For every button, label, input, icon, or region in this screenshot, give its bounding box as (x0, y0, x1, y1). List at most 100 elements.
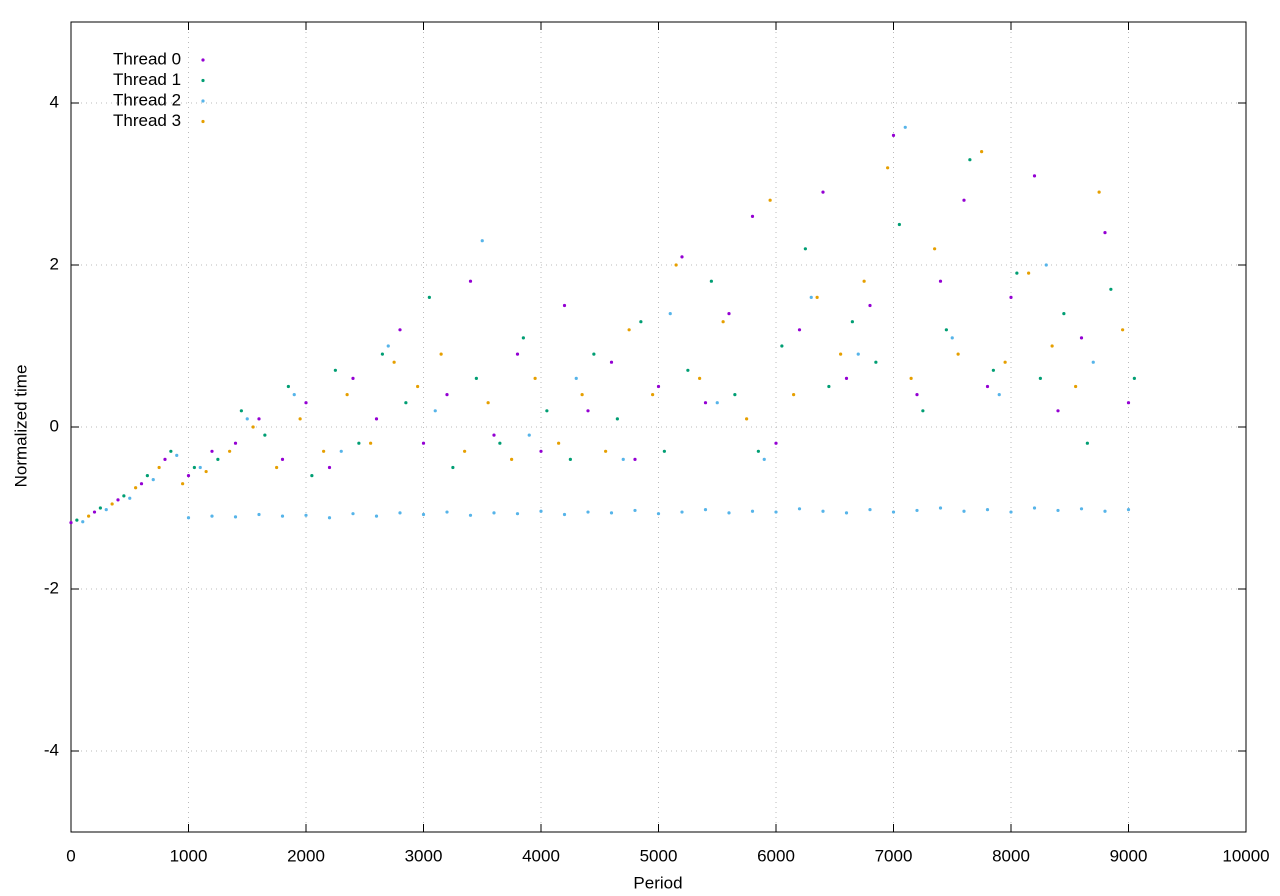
point (139, 482, 144, 486)
point (604, 449, 608, 453)
y-tick-label: 4 (50, 92, 59, 111)
point (1062, 312, 1066, 316)
point (110, 502, 114, 506)
point (1009, 510, 1013, 514)
point (797, 328, 802, 332)
point (386, 344, 390, 348)
point (545, 409, 549, 413)
point (1103, 509, 1107, 513)
point (275, 465, 279, 470)
x-tick-label: 7000 (875, 846, 913, 865)
point (515, 512, 520, 516)
legend-swatch (201, 58, 205, 62)
point (1126, 401, 1131, 405)
point (1074, 384, 1078, 389)
point (380, 352, 384, 356)
point (815, 295, 819, 299)
x-axis-label: Period (633, 873, 682, 892)
point (351, 512, 355, 516)
point (668, 312, 672, 316)
point (1132, 376, 1136, 380)
point (169, 449, 173, 453)
point (245, 417, 249, 421)
y-tick-label: -2 (44, 578, 59, 597)
point (891, 510, 896, 514)
point (1044, 263, 1048, 267)
point (515, 352, 520, 356)
point (474, 376, 478, 380)
point (727, 511, 731, 515)
point (557, 441, 561, 445)
point (1009, 295, 1013, 299)
point (145, 474, 149, 478)
point (803, 247, 807, 251)
point (87, 514, 91, 518)
y-tick-label: -4 (44, 740, 59, 759)
point (539, 449, 543, 453)
point (351, 376, 355, 380)
x-tick-label: 6000 (757, 846, 795, 865)
point (680, 510, 684, 514)
x-tick-label: 8000 (992, 846, 1030, 865)
point (609, 511, 614, 515)
point (327, 516, 332, 520)
point (586, 510, 590, 514)
point (1091, 360, 1095, 364)
point (750, 509, 755, 513)
y-axis-label: Normalized time (11, 365, 30, 488)
point (151, 478, 155, 482)
point (797, 507, 802, 511)
point (991, 368, 995, 372)
point (568, 457, 572, 461)
point (850, 320, 854, 324)
point (427, 295, 431, 299)
point (181, 482, 185, 486)
point (662, 449, 666, 453)
point (451, 465, 455, 470)
legend-label: Thread 2 (113, 90, 181, 109)
point (592, 352, 596, 356)
point (480, 239, 484, 243)
point (703, 401, 708, 405)
point (844, 376, 849, 380)
point (574, 376, 578, 380)
point (1056, 508, 1060, 513)
point (639, 320, 643, 324)
point (468, 513, 473, 517)
point (128, 496, 132, 500)
point (774, 510, 778, 514)
point (856, 352, 860, 356)
point (81, 520, 85, 524)
point (950, 336, 954, 340)
x-tick-label: 4000 (522, 846, 560, 865)
point (304, 401, 308, 405)
point (304, 513, 308, 517)
point (463, 449, 467, 453)
point (703, 508, 708, 512)
point (1079, 507, 1084, 511)
x-tick-label: 5000 (640, 846, 678, 865)
legend-label: Thread 0 (113, 49, 181, 68)
point (1097, 190, 1101, 194)
point (339, 449, 343, 453)
point (698, 376, 702, 380)
point (909, 376, 913, 380)
point (122, 494, 126, 498)
point (69, 520, 73, 525)
legend-label: Thread 1 (113, 70, 181, 89)
point (562, 512, 567, 517)
point (997, 393, 1001, 397)
point (416, 384, 420, 389)
point (492, 433, 496, 437)
point (580, 393, 584, 397)
point (1056, 409, 1060, 413)
point (75, 518, 79, 522)
point (280, 514, 285, 518)
point (862, 279, 866, 283)
point (280, 457, 285, 461)
point (1032, 506, 1037, 510)
point (844, 511, 849, 515)
point (933, 247, 937, 251)
point (521, 336, 525, 340)
point (938, 506, 943, 510)
